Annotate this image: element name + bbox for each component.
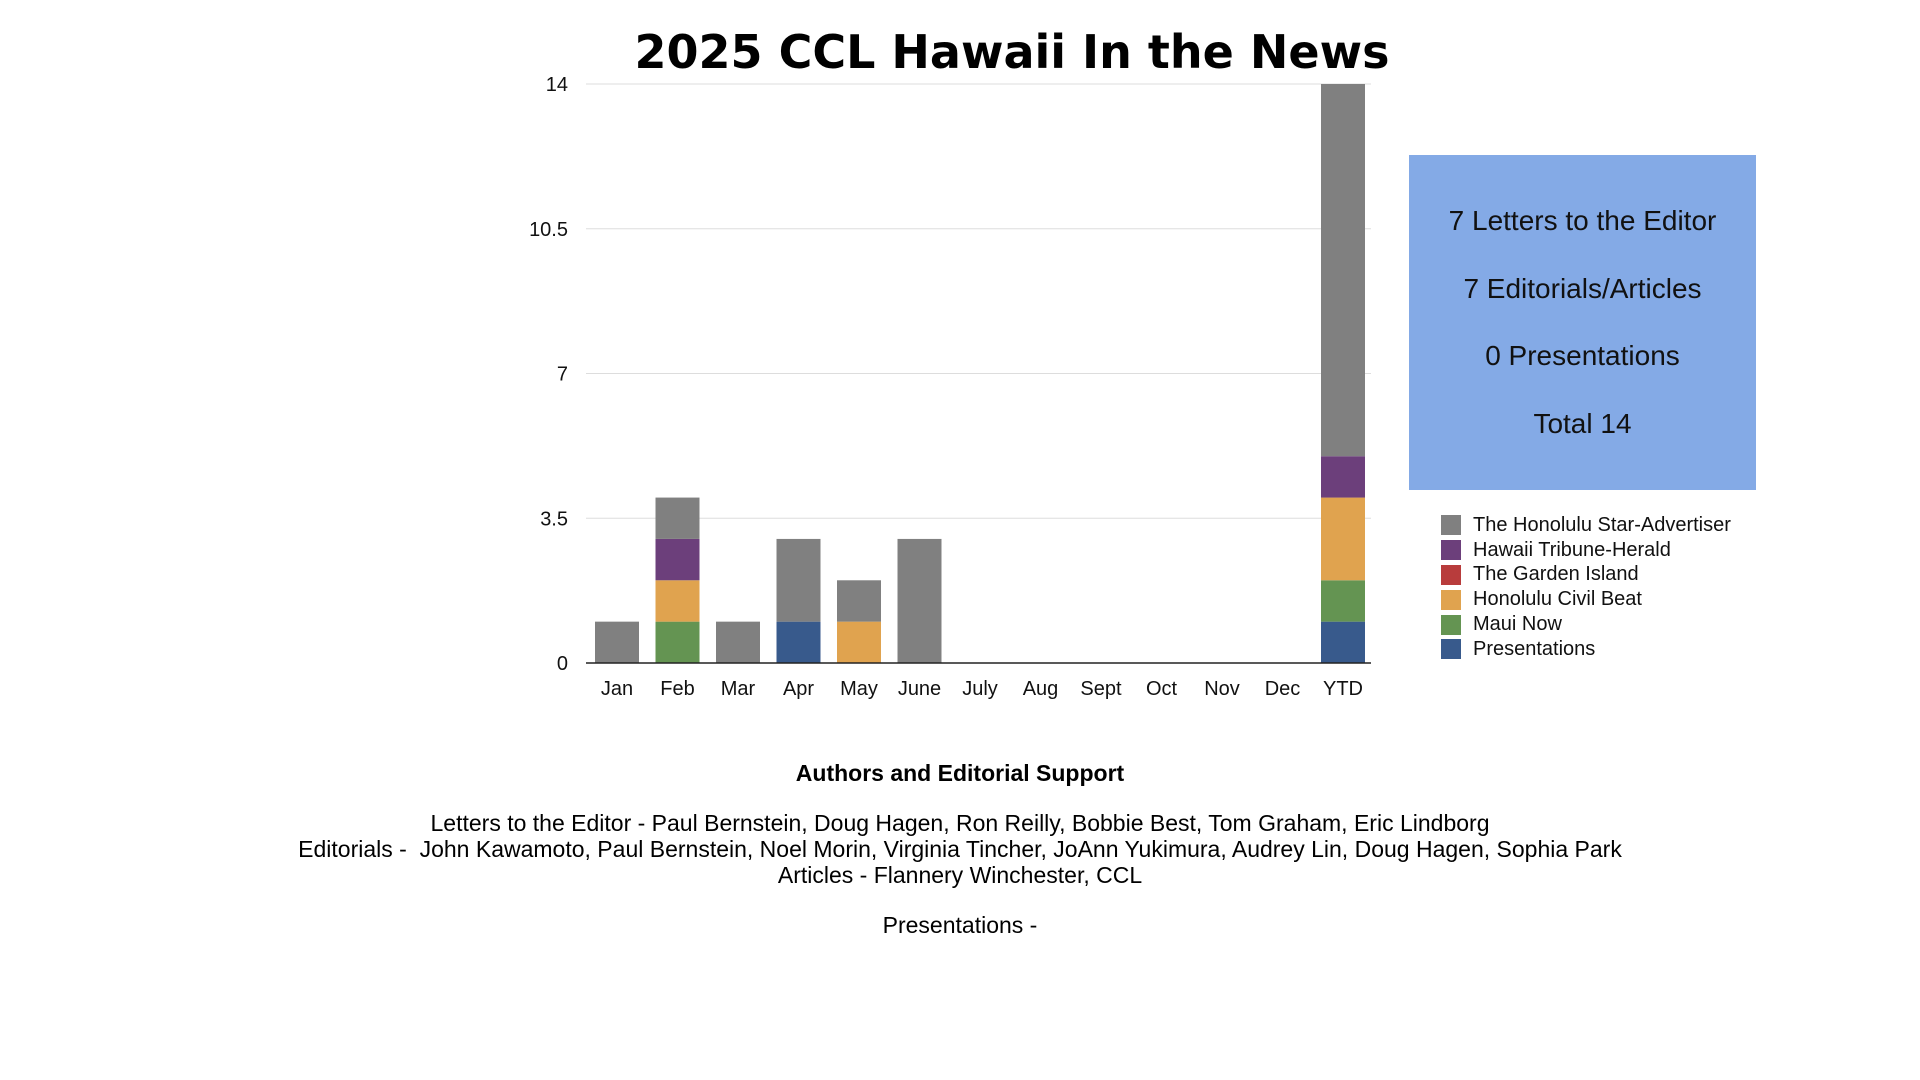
legend-item: Presentations [1441, 637, 1731, 662]
legend-item: The Honolulu Star-Advertiser [1441, 513, 1731, 538]
summary-presentations: 0 Presentations [1485, 340, 1680, 372]
x-tick-label: Oct [1146, 678, 1178, 700]
y-tick-label: 0 [557, 653, 568, 675]
x-tick-label: Nov [1204, 678, 1240, 700]
footer-presentations: Presentations - [882, 912, 1038, 938]
legend-label: Honolulu Civil Beat [1473, 588, 1642, 611]
chart-title: 2025 CCL Hawaii In the News [635, 25, 1390, 79]
footer-articles: Articles - Flannery Winchester, CCL [777, 862, 1143, 888]
legend-item: Honolulu Civil Beat [1441, 587, 1731, 612]
legend-label: The Honolulu Star-Advertiser [1473, 513, 1731, 536]
y-axis-ticks: 0 3.5 7 10.5 14 [529, 74, 568, 675]
legend-swatch [1441, 639, 1461, 660]
y-tick-label: 14 [546, 74, 568, 96]
bar-segment [837, 580, 881, 622]
summary-letters: 7 Letters to the Editor [1448, 204, 1717, 236]
bar-segment [655, 497, 700, 539]
bar-segment [1321, 84, 1365, 457]
footer-editorials: Editorials - John Kawamoto, Paul Bernste… [298, 836, 1622, 862]
summary-editorials: 7 Editorials/Articles [1463, 272, 1702, 304]
bar-segment [655, 621, 700, 663]
bar-segment [1321, 621, 1365, 663]
bar-segment [837, 621, 881, 663]
legend-label: Presentations [1473, 637, 1596, 660]
summary-box: 7 Letters to the Editor 7 Editorials/Art… [1409, 155, 1756, 490]
bar-segment [716, 621, 760, 663]
legend-swatch [1441, 515, 1461, 536]
x-tick-label: May [840, 678, 878, 700]
x-tick-label: Dec [1265, 678, 1301, 700]
x-tick-label: Feb [660, 678, 694, 700]
x-tick-label: Mar [721, 678, 756, 700]
x-tick-label: Sept [1080, 678, 1122, 700]
bars [595, 84, 1365, 663]
bar-segment [655, 538, 700, 581]
y-tick-label: 7 [557, 364, 568, 386]
bar-segment [1321, 580, 1365, 622]
summary-total: Total 14 [1533, 408, 1632, 440]
x-axis-ticks: Jan Feb Mar Apr May June July Aug Sept Oct Nov Dec Y… [601, 678, 1363, 700]
x-tick-label: July [962, 678, 998, 700]
gridlines [586, 83, 1371, 519]
x-tick-label: Aug [1023, 678, 1059, 700]
bar-segment [776, 621, 821, 663]
legend-swatch [1441, 564, 1461, 585]
legend-label: Maui Now [1473, 613, 1562, 636]
footer-letters: Letters to the Editor - Paul Bernstein, … [430, 810, 1490, 836]
x-tick-label: Apr [783, 678, 814, 700]
legend-swatch [1441, 589, 1461, 610]
footer-heading: Authors and Editorial Support [795, 760, 1125, 786]
legend-item: Hawaii Tribune-Herald [1441, 538, 1731, 563]
legend-label: The Garden Island [1473, 563, 1639, 586]
x-tick-label: June [898, 678, 941, 700]
bar-segment [897, 538, 942, 663]
bar-segment [1321, 456, 1365, 498]
y-tick-label: 10.5 [529, 219, 568, 241]
legend-label: Hawaii Tribune-Herald [1473, 538, 1671, 561]
x-tick-label: Jan [601, 678, 633, 700]
chart: 2025 CCL Hawaii In the News 03.5710.514 … [529, 25, 1390, 700]
legend-item: Maui Now [1441, 612, 1731, 637]
legend: The Honolulu Star-Advertiser Hawaii Trib… [1441, 513, 1731, 662]
legend-item: The Garden Island [1441, 563, 1731, 588]
bar-segment [776, 538, 821, 622]
x-tick-label: YTD [1323, 678, 1363, 700]
bar-segment [655, 580, 700, 622]
bar-segment [1321, 497, 1365, 581]
legend-swatch [1441, 540, 1461, 561]
footer: Authors and Editorial Support Letters to… [0, 760, 1920, 938]
legend-swatch [1441, 614, 1461, 635]
y-tick-label: 3.5 [540, 508, 568, 530]
bar-segment [595, 621, 639, 663]
